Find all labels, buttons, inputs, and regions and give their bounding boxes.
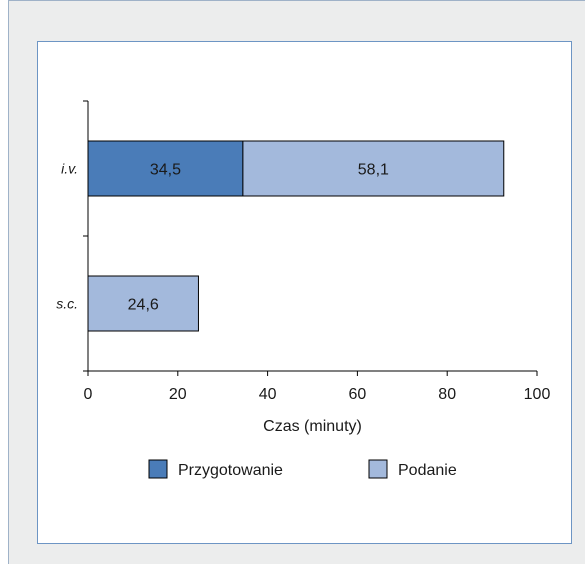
legend-swatch-podanie [368, 459, 388, 479]
legend: Przygotowanie Podanie [148, 459, 457, 479]
x-tick-label-4: 80 [438, 386, 456, 403]
x-tick-label-5: 100 [524, 386, 551, 403]
x-tick-label-1: 20 [169, 386, 187, 403]
x-axis-title: Czas (minuty) [263, 418, 362, 435]
data-label-podanie-0: 58,1 [358, 162, 389, 179]
category-label-1: s.c. [56, 296, 78, 312]
bar-podanie-0 [242, 140, 505, 197]
x-axis-ticks: 0 20 40 60 80 100 [83, 100, 551, 403]
bar-podanie-1 [87, 275, 199, 332]
legend-label-podanie: Podanie [398, 462, 457, 479]
data-label-przygotowanie-0: 34,5 [150, 162, 181, 179]
legend-swatch-przygotowanie [148, 459, 168, 479]
x-tick-label-0: 0 [84, 386, 93, 403]
chart-marks: 34,5 58,1 24,6 [87, 140, 505, 332]
category-labels: i.v. s.c. [56, 161, 78, 312]
data-label-podanie-1: 24,6 [128, 297, 159, 314]
x-tick-label-3: 60 [349, 386, 367, 403]
x-tick-label-2: 40 [259, 386, 277, 403]
category-label-0: i.v. [61, 161, 78, 177]
legend-label-przygotowanie: Przygotowanie [178, 462, 283, 479]
